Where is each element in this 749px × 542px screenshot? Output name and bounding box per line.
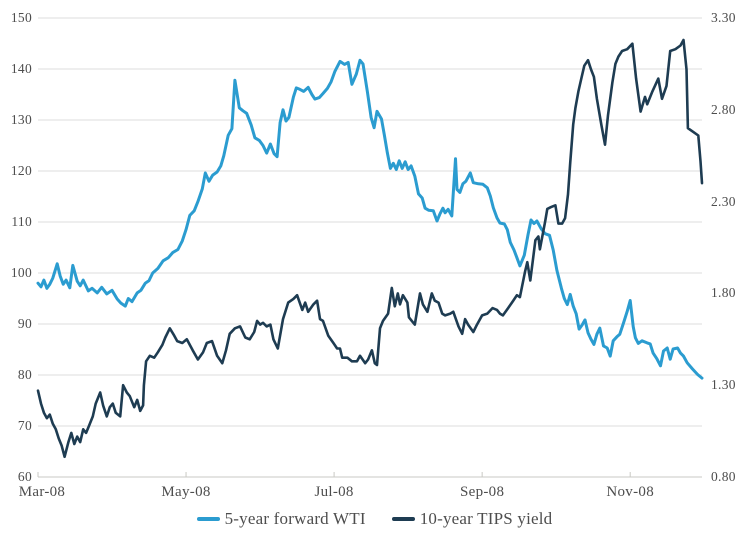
right-axis-tick-label: 1.30	[711, 377, 736, 393]
right-axis-tick-label: 2.80	[711, 101, 736, 117]
x-axis-tick-label: Nov-08	[606, 484, 655, 500]
left-axis-tick-label: 100	[10, 264, 32, 280]
right-axis-tick-label: 3.30	[711, 9, 736, 25]
x-axis-tick-label: Jul-08	[314, 484, 354, 500]
right-axis-tick-label: 2.30	[711, 193, 736, 209]
legend-label-wti: 5-year forward WTI	[224, 509, 366, 528]
left-axis-tick-label: 60	[17, 468, 32, 484]
x-axis-tick-label: May-08	[161, 484, 211, 500]
left-axis-tick-label: 150	[10, 9, 32, 25]
x-axis-tick-label: Sep-08	[459, 484, 505, 500]
tips-line-swatch	[391, 517, 415, 521]
left-axis-tick-label: 110	[11, 213, 32, 229]
right-axis-tick-label: 0.80	[711, 468, 736, 484]
left-axis-tick-label: 120	[10, 162, 32, 178]
left-axis-tick-label: 90	[17, 315, 32, 331]
legend-item-tips: 10-year TIPS yield	[391, 509, 553, 529]
series-line-wti	[36, 58, 704, 380]
series-line-tips	[36, 38, 704, 459]
wti-line-swatch	[196, 517, 220, 521]
legend: 5-year forward WTI 10-year TIPS yield	[0, 509, 749, 529]
left-axis-tick-label: 80	[17, 366, 32, 382]
left-axis-tick-label: 70	[17, 417, 32, 433]
legend-label-tips: 10-year TIPS yield	[419, 509, 553, 528]
left-axis-tick-label: 130	[10, 111, 32, 127]
right-axis-tick-label: 1.80	[711, 285, 736, 301]
legend-item-wti: 5-year forward WTI	[196, 509, 366, 529]
left-axis-tick-label: 140	[10, 60, 32, 76]
x-axis-tick-label: Mar-08	[18, 484, 66, 500]
